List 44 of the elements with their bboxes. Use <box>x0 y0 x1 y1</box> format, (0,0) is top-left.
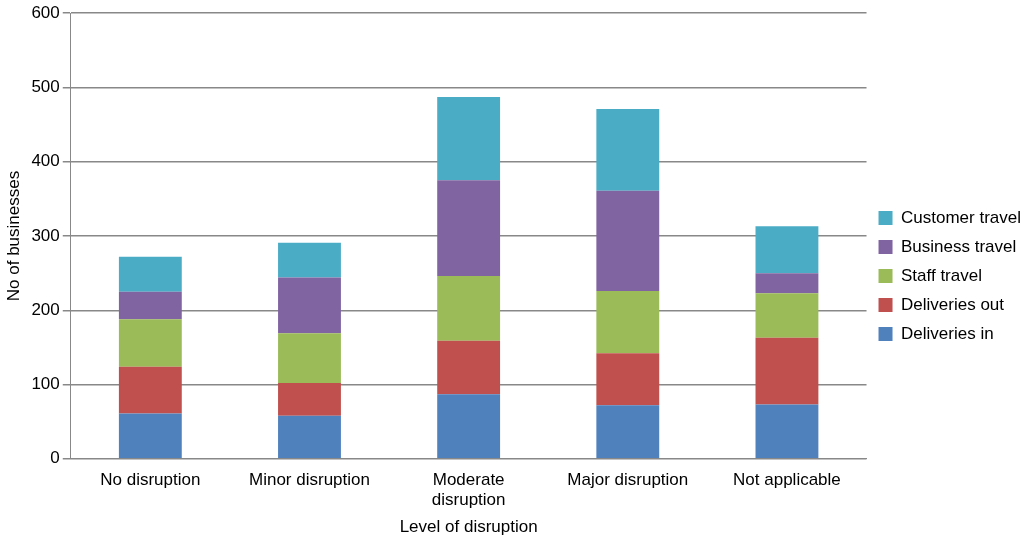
y-tick-label: 100 <box>31 374 60 394</box>
y-tick-label: 300 <box>31 225 60 245</box>
bar <box>437 97 501 181</box>
legend-label: Business travel <box>901 236 1017 256</box>
legend-label: Customer travel <box>901 207 1021 227</box>
bar <box>118 256 182 292</box>
y-axis-title: No of businesses <box>3 170 23 302</box>
bar <box>278 242 341 278</box>
x-tick-label: Major disruption <box>567 469 689 489</box>
x-tick-label: Moderate disruption <box>431 469 506 510</box>
x-tick-label: No disruption <box>100 469 201 489</box>
bar <box>437 180 501 277</box>
bar <box>755 404 819 459</box>
x-axis-title: Level of disruption <box>399 517 538 537</box>
bar <box>278 415 341 459</box>
bar <box>278 277 341 334</box>
bar <box>596 109 660 191</box>
bar <box>755 273 819 294</box>
bar <box>437 394 501 459</box>
bar <box>118 413 182 459</box>
bar <box>437 340 501 395</box>
legend-label: Staff travel <box>901 265 982 285</box>
x-tick-label: Not applicable <box>733 469 841 489</box>
bar <box>118 366 182 414</box>
bar <box>437 276 501 341</box>
y-tick-label: 200 <box>31 299 60 319</box>
legend-label: Deliveries out <box>901 294 1005 314</box>
legend-label: Deliveries in <box>901 323 994 343</box>
y-tick-label: 0 <box>50 448 60 468</box>
y-tick-label: 500 <box>31 77 60 97</box>
y-tick-label: 400 <box>31 151 60 171</box>
bar <box>118 291 182 320</box>
bar <box>755 226 819 274</box>
bar <box>596 190 660 291</box>
bar <box>118 319 182 367</box>
bar <box>596 353 660 406</box>
bar <box>755 337 819 405</box>
y-tick-label: 600 <box>31 2 60 22</box>
x-tick-label: Minor disruption <box>249 469 370 489</box>
bar <box>755 293 819 338</box>
bar <box>278 383 341 416</box>
bar <box>278 333 341 384</box>
bar <box>596 405 660 459</box>
bar <box>596 290 660 354</box>
